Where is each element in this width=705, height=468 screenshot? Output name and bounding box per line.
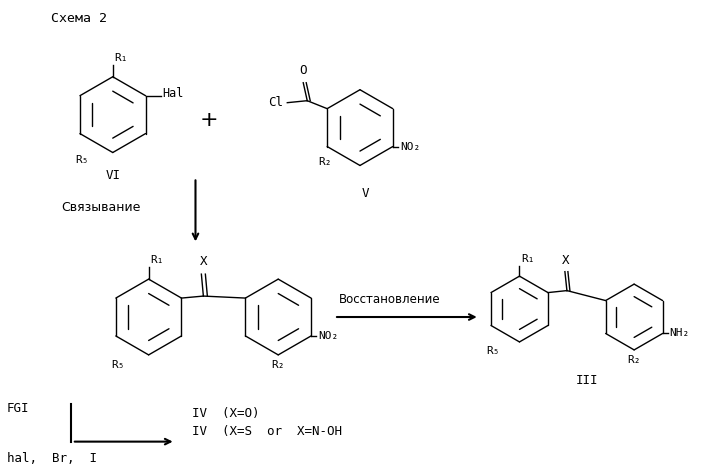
Text: R₁: R₁: [115, 53, 128, 63]
Text: IV  (X=O): IV (X=O): [192, 407, 260, 420]
Text: III: III: [575, 374, 598, 387]
Text: R₅: R₅: [111, 360, 125, 370]
Text: Схема 2: Схема 2: [51, 12, 107, 25]
Text: IV  (X=S  or  X=N-OH: IV (X=S or X=N-OH: [192, 424, 343, 438]
Text: R₂: R₂: [627, 355, 641, 365]
Text: R₅: R₅: [486, 345, 500, 356]
Text: NO₂: NO₂: [400, 141, 420, 152]
Text: NH₂: NH₂: [670, 329, 690, 338]
Text: R₂: R₂: [271, 360, 285, 370]
Text: R₅: R₅: [75, 155, 89, 165]
Text: hal,  Br,  I: hal, Br, I: [7, 452, 97, 465]
Text: Cl: Cl: [269, 96, 283, 109]
Text: X: X: [562, 254, 570, 267]
Text: VI: VI: [105, 169, 121, 183]
Text: X: X: [200, 255, 207, 268]
Text: Связывание: Связывание: [61, 201, 140, 214]
Text: +: +: [199, 110, 218, 130]
Text: R₁: R₁: [151, 255, 164, 265]
Text: NO₂: NO₂: [318, 331, 338, 341]
Text: O: O: [300, 64, 307, 77]
Text: Восстановление: Восстановление: [339, 293, 441, 306]
Text: R₂: R₂: [319, 156, 332, 167]
Text: Hal: Hal: [162, 87, 184, 100]
Text: FGI: FGI: [7, 402, 30, 415]
Text: R₁: R₁: [522, 254, 535, 264]
Text: V: V: [361, 187, 369, 200]
